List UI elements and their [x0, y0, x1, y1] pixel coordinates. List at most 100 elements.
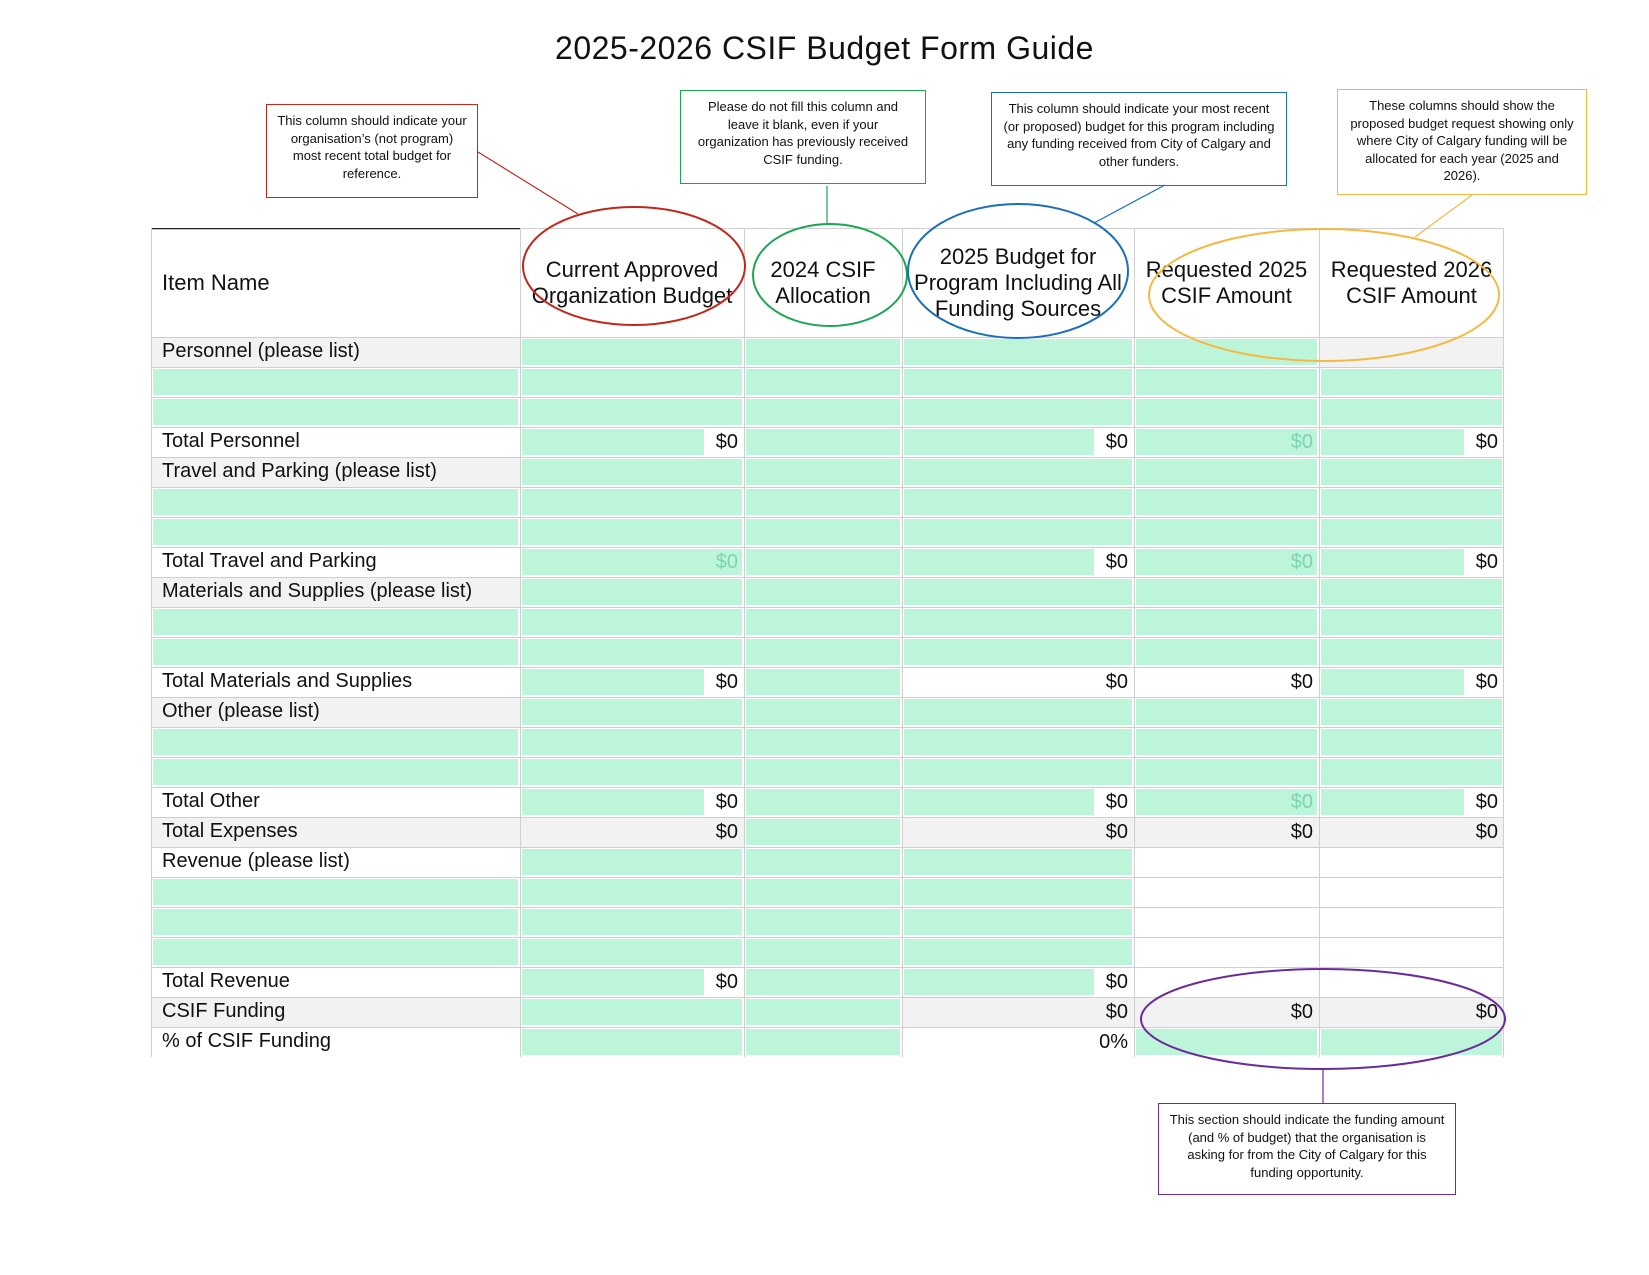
amount-input[interactable] — [746, 399, 900, 425]
value-cell — [902, 1027, 1134, 1057]
amount-input[interactable] — [1136, 729, 1317, 755]
item-input[interactable] — [153, 729, 518, 755]
amount-input[interactable] — [1321, 399, 1502, 425]
amount-value: $0 — [1475, 821, 1498, 843]
amount-input[interactable] — [1136, 519, 1317, 545]
amount-input[interactable] — [522, 489, 742, 515]
amount-input[interactable] — [1136, 639, 1317, 665]
amount-input[interactable] — [522, 339, 742, 365]
amount-input[interactable] — [746, 969, 900, 995]
amount-input[interactable] — [904, 849, 1132, 875]
amount-input[interactable] — [1321, 759, 1502, 785]
item-input[interactable] — [153, 519, 518, 545]
item-input[interactable] — [153, 759, 518, 785]
amount-input[interactable] — [1321, 609, 1502, 635]
amount-input[interactable] — [1136, 759, 1317, 785]
amount-input[interactable] — [522, 459, 742, 485]
amount-input[interactable] — [1321, 489, 1502, 515]
amount-input[interactable] — [1321, 1029, 1502, 1055]
amount-input[interactable] — [746, 459, 900, 485]
amount-input[interactable] — [522, 849, 742, 875]
amount-input[interactable] — [746, 579, 900, 605]
amount-input[interactable] — [1136, 369, 1317, 395]
amount-input[interactable] — [1321, 369, 1502, 395]
amount-input[interactable] — [746, 729, 900, 755]
amount-input[interactable] — [904, 489, 1132, 515]
amount-input[interactable] — [746, 939, 900, 965]
amount-input[interactable] — [904, 699, 1132, 725]
amount-input[interactable] — [904, 399, 1132, 425]
amount-input[interactable] — [1321, 729, 1502, 755]
amount-input[interactable] — [522, 549, 742, 575]
amount-input[interactable] — [522, 999, 742, 1025]
amount-input[interactable] — [1136, 699, 1317, 725]
amount-input[interactable] — [522, 699, 742, 725]
amount-input[interactable] — [904, 729, 1132, 755]
item-input[interactable] — [153, 639, 518, 665]
amount-input[interactable] — [522, 609, 742, 635]
amount-input[interactable] — [904, 339, 1132, 365]
amount-input[interactable] — [522, 729, 742, 755]
amount-input[interactable] — [904, 459, 1132, 485]
amount-input[interactable] — [1321, 639, 1502, 665]
amount-input[interactable] — [746, 489, 900, 515]
amount-input[interactable] — [746, 789, 900, 815]
amount-input[interactable] — [746, 669, 900, 695]
amount-input[interactable] — [1321, 459, 1502, 485]
amount-input[interactable] — [522, 399, 742, 425]
amount-input[interactable] — [746, 849, 900, 875]
amount-input[interactable] — [746, 1029, 900, 1055]
amount-input[interactable] — [746, 879, 900, 905]
item-input[interactable] — [153, 399, 518, 425]
amount-input[interactable] — [904, 759, 1132, 785]
item-input[interactable] — [153, 909, 518, 935]
item-input[interactable] — [153, 489, 518, 515]
amount-input[interactable] — [1136, 489, 1317, 515]
amount-input[interactable] — [746, 759, 900, 785]
amount-input[interactable] — [904, 939, 1132, 965]
amount-input[interactable] — [904, 879, 1132, 905]
item-input[interactable] — [153, 369, 518, 395]
amount-input[interactable] — [746, 819, 900, 845]
amount-input[interactable] — [746, 549, 900, 575]
amount-input[interactable] — [746, 699, 900, 725]
amount-input[interactable] — [746, 369, 900, 395]
amount-input[interactable] — [746, 339, 900, 365]
amount-input[interactable] — [1136, 579, 1317, 605]
amount-input[interactable] — [522, 879, 742, 905]
amount-input[interactable] — [522, 369, 742, 395]
amount-input[interactable] — [1136, 339, 1317, 365]
amount-input[interactable] — [1321, 579, 1502, 605]
amount-input[interactable] — [904, 609, 1132, 635]
amount-input[interactable] — [1136, 789, 1317, 815]
amount-input[interactable] — [904, 369, 1132, 395]
amount-input[interactable] — [1321, 699, 1502, 725]
amount-input[interactable] — [904, 639, 1132, 665]
amount-input[interactable] — [522, 519, 742, 545]
amount-input[interactable] — [746, 519, 900, 545]
item-input[interactable] — [153, 879, 518, 905]
amount-input[interactable] — [1321, 519, 1502, 545]
amount-input[interactable] — [1136, 429, 1317, 455]
amount-input[interactable] — [1136, 459, 1317, 485]
amount-input[interactable] — [522, 759, 742, 785]
amount-input[interactable] — [904, 909, 1132, 935]
amount-input[interactable] — [1136, 609, 1317, 635]
item-input[interactable] — [153, 939, 518, 965]
amount-input[interactable] — [746, 909, 900, 935]
amount-input[interactable] — [522, 1029, 742, 1055]
amount-input[interactable] — [1136, 1029, 1317, 1055]
amount-input[interactable] — [522, 639, 742, 665]
amount-input[interactable] — [904, 579, 1132, 605]
item-input[interactable] — [153, 609, 518, 635]
amount-input[interactable] — [1136, 399, 1317, 425]
amount-input[interactable] — [746, 609, 900, 635]
amount-input[interactable] — [904, 519, 1132, 545]
amount-input[interactable] — [746, 429, 900, 455]
amount-input[interactable] — [522, 909, 742, 935]
amount-input[interactable] — [746, 639, 900, 665]
amount-input[interactable] — [1136, 549, 1317, 575]
amount-input[interactable] — [522, 579, 742, 605]
amount-input[interactable] — [522, 939, 742, 965]
amount-input[interactable] — [746, 999, 900, 1025]
